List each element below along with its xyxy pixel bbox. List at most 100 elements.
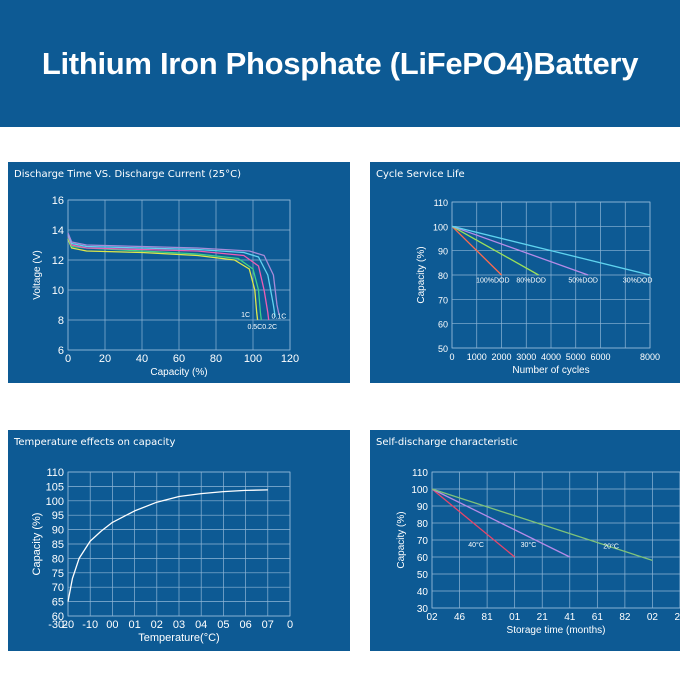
y-tick-label: 50	[417, 570, 429, 581]
y-tick-label: 40	[417, 587, 429, 598]
x-tick-label: 20	[99, 353, 111, 365]
self-discharge-chart: 30 40 50 60 70 80 90 100 110 02 46 81 01 21 41 61 82 02 22…	[396, 468, 680, 636]
self-discharge-panel: Self-discharge characteristic 30 40 50 60 70…	[370, 430, 680, 651]
y-tick-label: 12	[52, 255, 64, 267]
x-tick-label: 46	[454, 612, 466, 623]
x-tick-label: 5000	[566, 352, 586, 362]
x-axis-label: Temperature(°C)	[138, 632, 219, 644]
x-axis-label: Storage time (months)	[507, 625, 606, 636]
series-line-30-dod	[451, 225, 651, 276]
y-tick-label: 65	[52, 597, 64, 609]
y-tick-label: 6	[58, 345, 64, 357]
x-tick-label: 02	[647, 612, 659, 623]
x-tick-label: 05	[217, 619, 229, 631]
series-annotation: 1C	[241, 312, 250, 319]
y-axis-label: Capacity (%)	[31, 513, 43, 576]
x-tick-label: 61	[592, 612, 604, 623]
x-tick-label: 01	[128, 619, 140, 631]
series-annotation: 0.2C	[262, 324, 277, 331]
x-tick-label: 0	[449, 352, 454, 362]
y-tick-label: 105	[46, 481, 64, 493]
y-axis-label: Voltage (V)	[32, 250, 43, 299]
y-tick-label: 75	[52, 568, 64, 580]
temperature-chart-title: Temperature effects on capacity	[14, 437, 176, 448]
y-tick-label: 80	[417, 519, 429, 530]
discharge-chart-title: Discharge Time VS. Discharge Current (25…	[14, 169, 241, 180]
x-axis-label: Number of cycles	[512, 365, 589, 376]
x-tick-label: 02	[426, 612, 438, 623]
x-tick-label: 82	[619, 612, 631, 623]
x-tick-label: 2000	[491, 352, 511, 362]
x-tick-label: 06	[239, 619, 251, 631]
series-annotation: 40°C	[468, 541, 484, 549]
plot-frame	[431, 471, 680, 609]
series-line-unnamed-4	[67, 232, 280, 315]
plot-frame	[67, 471, 291, 617]
x-tick-label: 01	[509, 612, 521, 623]
series-line-100-dod	[451, 225, 502, 276]
y-tick-label: 10	[52, 285, 64, 297]
y-tick-label: 50	[438, 344, 448, 354]
series-line-0-2c	[67, 235, 270, 321]
series-line-40-c	[431, 488, 516, 558]
y-tick-label: 85	[52, 539, 64, 551]
x-tick-label: 0	[65, 353, 71, 365]
series-line-50-dod	[451, 225, 589, 276]
cycle-chart: 50 60 70 80 90 100 110 0 1000 2000 3000 4000 5000 600…	[416, 198, 660, 376]
x-tick-label: 02	[151, 619, 163, 631]
y-tick-label: 70	[417, 536, 429, 547]
self-discharge-chart-title: Self-discharge characteristic	[376, 437, 518, 448]
x-tick-label: 03	[173, 619, 185, 631]
x-tick-label: 1000	[467, 352, 487, 362]
y-tick-label: 95	[52, 510, 64, 522]
y-tick-label: 14	[52, 225, 64, 237]
series-annotation: 0.5C	[247, 324, 262, 331]
x-tick-label: 41	[564, 612, 576, 623]
x-tick-label: 40	[136, 353, 148, 365]
series-annotation: 20°C	[603, 543, 619, 551]
x-tick-label: 81	[482, 612, 494, 623]
y-tick-label: 90	[438, 247, 448, 257]
y-tick-label: 100	[433, 222, 448, 232]
y-tick-label: 16	[52, 195, 64, 207]
series-annotation: 30°C	[521, 541, 537, 549]
x-tick-label: 6000	[590, 352, 610, 362]
y-tick-label: 60	[438, 320, 448, 330]
discharge-panel: Discharge Time VS. Discharge Current (25…	[8, 162, 350, 383]
temperature-chart: 60 65 70 75 80 85 90 95 100 105 110 -30-20 -10 00 01 02…	[31, 467, 293, 644]
series-line-unnamed-0	[67, 489, 268, 602]
x-tick-label: 07	[262, 619, 274, 631]
y-tick-label: 90	[52, 525, 64, 537]
x-axis-label: Capacity (%)	[150, 367, 207, 378]
y-tick-label: 110	[412, 468, 428, 479]
series-line-30-c	[431, 488, 571, 558]
series-annotation: 30%DOD	[623, 277, 653, 284]
x-tick-label: 20	[62, 619, 74, 631]
series-line-80-dod	[451, 225, 539, 276]
x-tick-label: 22	[674, 612, 680, 623]
series-annotation: 80%DOD	[516, 277, 546, 284]
x-tick-label: 120	[281, 353, 299, 365]
x-tick-label: 3000	[516, 352, 536, 362]
x-tick-label: 00	[106, 619, 118, 631]
x-tick-label: 0	[287, 619, 293, 631]
y-tick-label: 90	[417, 502, 429, 513]
series-annotation: 50%DOD	[568, 277, 598, 284]
series-annotation: 0.1C	[272, 314, 287, 321]
series-line-0-1c	[67, 234, 276, 318]
discharge-chart: 6 8 10 12 14 16 0 20 40 60 80 100 120 Capacity (%) Vol…	[32, 195, 299, 378]
y-tick-label: 80	[438, 271, 448, 281]
y-tick-label: 100	[411, 485, 428, 496]
title-banner: Lithium Iron Phosphate (LiFePO4)Battery	[0, 0, 680, 127]
y-tick-label: 110	[46, 467, 64, 479]
x-tick-label: -30-	[48, 619, 68, 631]
series-line-0-5c	[67, 237, 262, 321]
x-tick-label: 80	[210, 353, 222, 365]
y-tick-label: 70	[52, 582, 64, 594]
x-tick-label: 04	[195, 619, 207, 631]
x-tick-label: 60	[173, 353, 185, 365]
y-tick-label: 100	[46, 496, 64, 508]
page-title: Lithium Iron Phosphate (LiFePO4)Battery	[41, 45, 639, 81]
series-line-20-c	[431, 488, 653, 562]
y-tick-label: 8	[58, 315, 64, 327]
